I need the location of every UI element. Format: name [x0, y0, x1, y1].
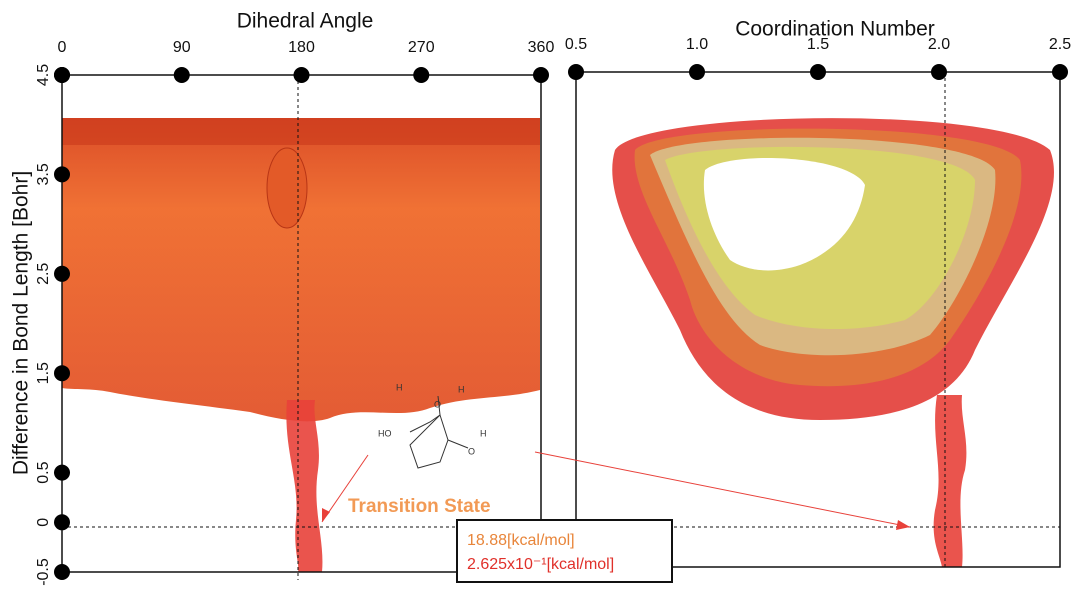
x-tick-label: 90	[173, 39, 191, 56]
tick-mark	[54, 166, 70, 182]
tick-mark	[568, 64, 584, 80]
tick-mark	[294, 67, 310, 83]
tick-mark	[174, 67, 190, 83]
tick-mark	[54, 266, 70, 282]
tick-mark	[54, 67, 70, 83]
x-tick-label: 0	[58, 39, 67, 56]
y-tick-label: 0.5	[35, 461, 52, 483]
tick-mark	[1052, 64, 1068, 80]
molecule-label: H	[458, 384, 465, 394]
arrow	[535, 452, 910, 527]
arrow-head	[896, 520, 910, 530]
x-tick-label: 180	[288, 39, 315, 56]
x-tick-label: 2.0	[928, 36, 950, 53]
y-tick-label: 1.5	[35, 362, 52, 384]
y-tick-label: 0	[35, 518, 52, 527]
tick-mark	[54, 365, 70, 381]
tick-mark	[54, 465, 70, 481]
chart-title: Dihedral Angle	[237, 10, 374, 33]
tick-mark	[54, 514, 70, 530]
x-tick-label: 360	[528, 39, 555, 56]
chart-title: Coordination Number	[735, 18, 935, 41]
arrow-head	[322, 508, 330, 522]
y-tick-label: 4.5	[35, 64, 52, 86]
annotation: 2.625x10⁻¹[kcal/mol]	[467, 556, 614, 573]
annotation: Transition State	[348, 496, 491, 517]
annotation: 18.88[kcal/mol]	[467, 532, 575, 549]
x-tick-label: 0.5	[565, 36, 587, 53]
molecule-label: H	[480, 428, 487, 438]
x-tick-label: 1.5	[807, 36, 829, 53]
tick-mark	[533, 67, 549, 83]
y-tick-label: -0.5	[35, 558, 52, 586]
y-tick-label: 3.5	[35, 163, 52, 185]
y-axis-label: Difference in Bond Length [Bohr]	[10, 171, 33, 475]
y-tick-label: 2.5	[35, 263, 52, 285]
tick-mark	[931, 64, 947, 80]
tick-mark	[413, 67, 429, 83]
x-tick-label: 2.5	[1049, 36, 1071, 53]
molecule-label: O	[434, 399, 441, 409]
figure: H O H HO O H Transition State 18.88[kcal…	[0, 0, 1074, 598]
tick-mark	[689, 64, 705, 80]
x-tick-label: 270	[408, 39, 435, 56]
tick-mark	[54, 564, 70, 580]
molecule-label: HO	[378, 428, 392, 438]
tick-mark	[810, 64, 826, 80]
molecule-label: H	[396, 382, 403, 392]
right-surface	[612, 118, 1054, 567]
x-tick-label: 1.0	[686, 36, 708, 53]
page: {"chart_data": [ {"type": "surface", "ti…	[0, 0, 1074, 598]
molecule-label: O	[468, 446, 475, 456]
